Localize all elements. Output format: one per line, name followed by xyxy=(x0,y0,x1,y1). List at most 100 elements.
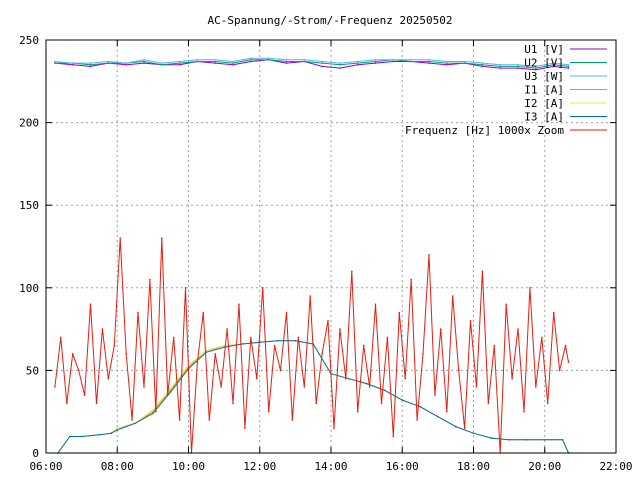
data-point xyxy=(517,64,519,66)
data-point xyxy=(107,60,110,63)
data-point xyxy=(440,328,442,330)
data-point xyxy=(410,278,413,281)
data-point xyxy=(232,62,234,64)
y-tick-label: 0 xyxy=(32,447,39,460)
data-point xyxy=(309,295,312,297)
data-point xyxy=(152,409,154,411)
data-point xyxy=(60,336,62,339)
data-point xyxy=(404,377,407,380)
data-point xyxy=(261,287,264,289)
data-point xyxy=(374,303,377,306)
data-point xyxy=(481,64,484,66)
x-tick-label: 12:00 xyxy=(243,460,276,473)
data-point xyxy=(351,270,353,273)
data-point xyxy=(499,65,502,68)
data-point xyxy=(511,377,513,380)
data-point xyxy=(196,59,199,61)
data-point xyxy=(567,361,570,363)
y-tick-label: 100 xyxy=(19,282,39,295)
series-group xyxy=(54,57,570,68)
data-point xyxy=(392,435,395,438)
series-line xyxy=(54,59,569,69)
data-point xyxy=(297,336,300,339)
data-point xyxy=(226,328,228,330)
data-point xyxy=(178,64,181,66)
data-point xyxy=(134,422,136,425)
data-point xyxy=(71,353,74,355)
data-point xyxy=(345,377,347,380)
data-point xyxy=(546,402,549,405)
y-tick-label: 50 xyxy=(26,364,39,377)
data-point xyxy=(172,336,175,339)
data-point xyxy=(339,62,341,64)
x-tick-label: 20:00 xyxy=(528,460,561,473)
data-point xyxy=(250,60,252,63)
legend-label: U1 [V] xyxy=(524,43,564,56)
data-point xyxy=(463,427,466,430)
data-point xyxy=(517,328,519,330)
data-point xyxy=(321,60,323,63)
y-tick-label: 250 xyxy=(19,34,39,47)
data-point xyxy=(285,60,288,63)
data-point xyxy=(499,67,502,69)
data-point xyxy=(77,369,80,372)
data-point xyxy=(125,62,127,64)
data-point xyxy=(544,439,546,441)
data-point xyxy=(89,303,92,306)
data-point xyxy=(273,344,276,347)
data-point xyxy=(137,311,139,314)
data-point xyxy=(481,270,484,273)
data-point xyxy=(499,64,502,66)
data-point xyxy=(149,278,151,281)
data-point xyxy=(481,65,484,68)
data-point xyxy=(214,62,216,64)
data-point xyxy=(374,59,377,61)
legend: U1 [V]U2 [V]U3 [W]I1 [A]I2 [A]I3 [A]Freq… xyxy=(405,43,607,137)
data-point xyxy=(339,328,341,330)
series-group xyxy=(54,59,570,69)
data-point xyxy=(428,60,430,63)
data-point xyxy=(255,377,258,380)
data-point xyxy=(383,389,386,392)
data-point xyxy=(567,67,570,69)
data-point xyxy=(113,344,116,347)
data-point xyxy=(178,60,181,63)
data-point xyxy=(446,64,448,66)
data-point xyxy=(89,62,92,64)
data-point xyxy=(279,369,282,372)
data-point xyxy=(80,435,83,438)
data-point xyxy=(232,402,234,405)
data-point xyxy=(392,60,395,63)
data-point xyxy=(178,62,181,64)
data-point xyxy=(303,386,306,388)
data-point xyxy=(250,336,252,339)
data-point xyxy=(365,382,368,385)
data-point xyxy=(178,419,181,421)
data-point xyxy=(535,386,537,388)
x-tick-label: 10:00 xyxy=(172,460,205,473)
data-point xyxy=(552,62,555,64)
data-point xyxy=(487,402,490,405)
x-tick-label: 06:00 xyxy=(29,460,62,473)
data-point xyxy=(101,328,104,330)
data-point xyxy=(561,439,564,441)
data-point xyxy=(232,64,234,66)
data-point xyxy=(184,287,187,289)
series-line xyxy=(57,340,569,454)
data-point xyxy=(220,386,222,388)
data-point xyxy=(541,336,543,339)
data-point xyxy=(469,320,472,322)
data-point xyxy=(356,64,359,66)
data-point xyxy=(169,387,172,390)
data-point xyxy=(356,410,359,413)
data-point xyxy=(463,62,466,64)
data-point xyxy=(83,394,86,397)
data-point xyxy=(321,353,323,355)
data-point xyxy=(244,427,246,430)
data-point xyxy=(119,237,121,239)
data-point xyxy=(552,311,555,314)
x-tick-label: 18:00 xyxy=(457,460,490,473)
data-point xyxy=(339,67,341,69)
data-point xyxy=(267,410,270,413)
